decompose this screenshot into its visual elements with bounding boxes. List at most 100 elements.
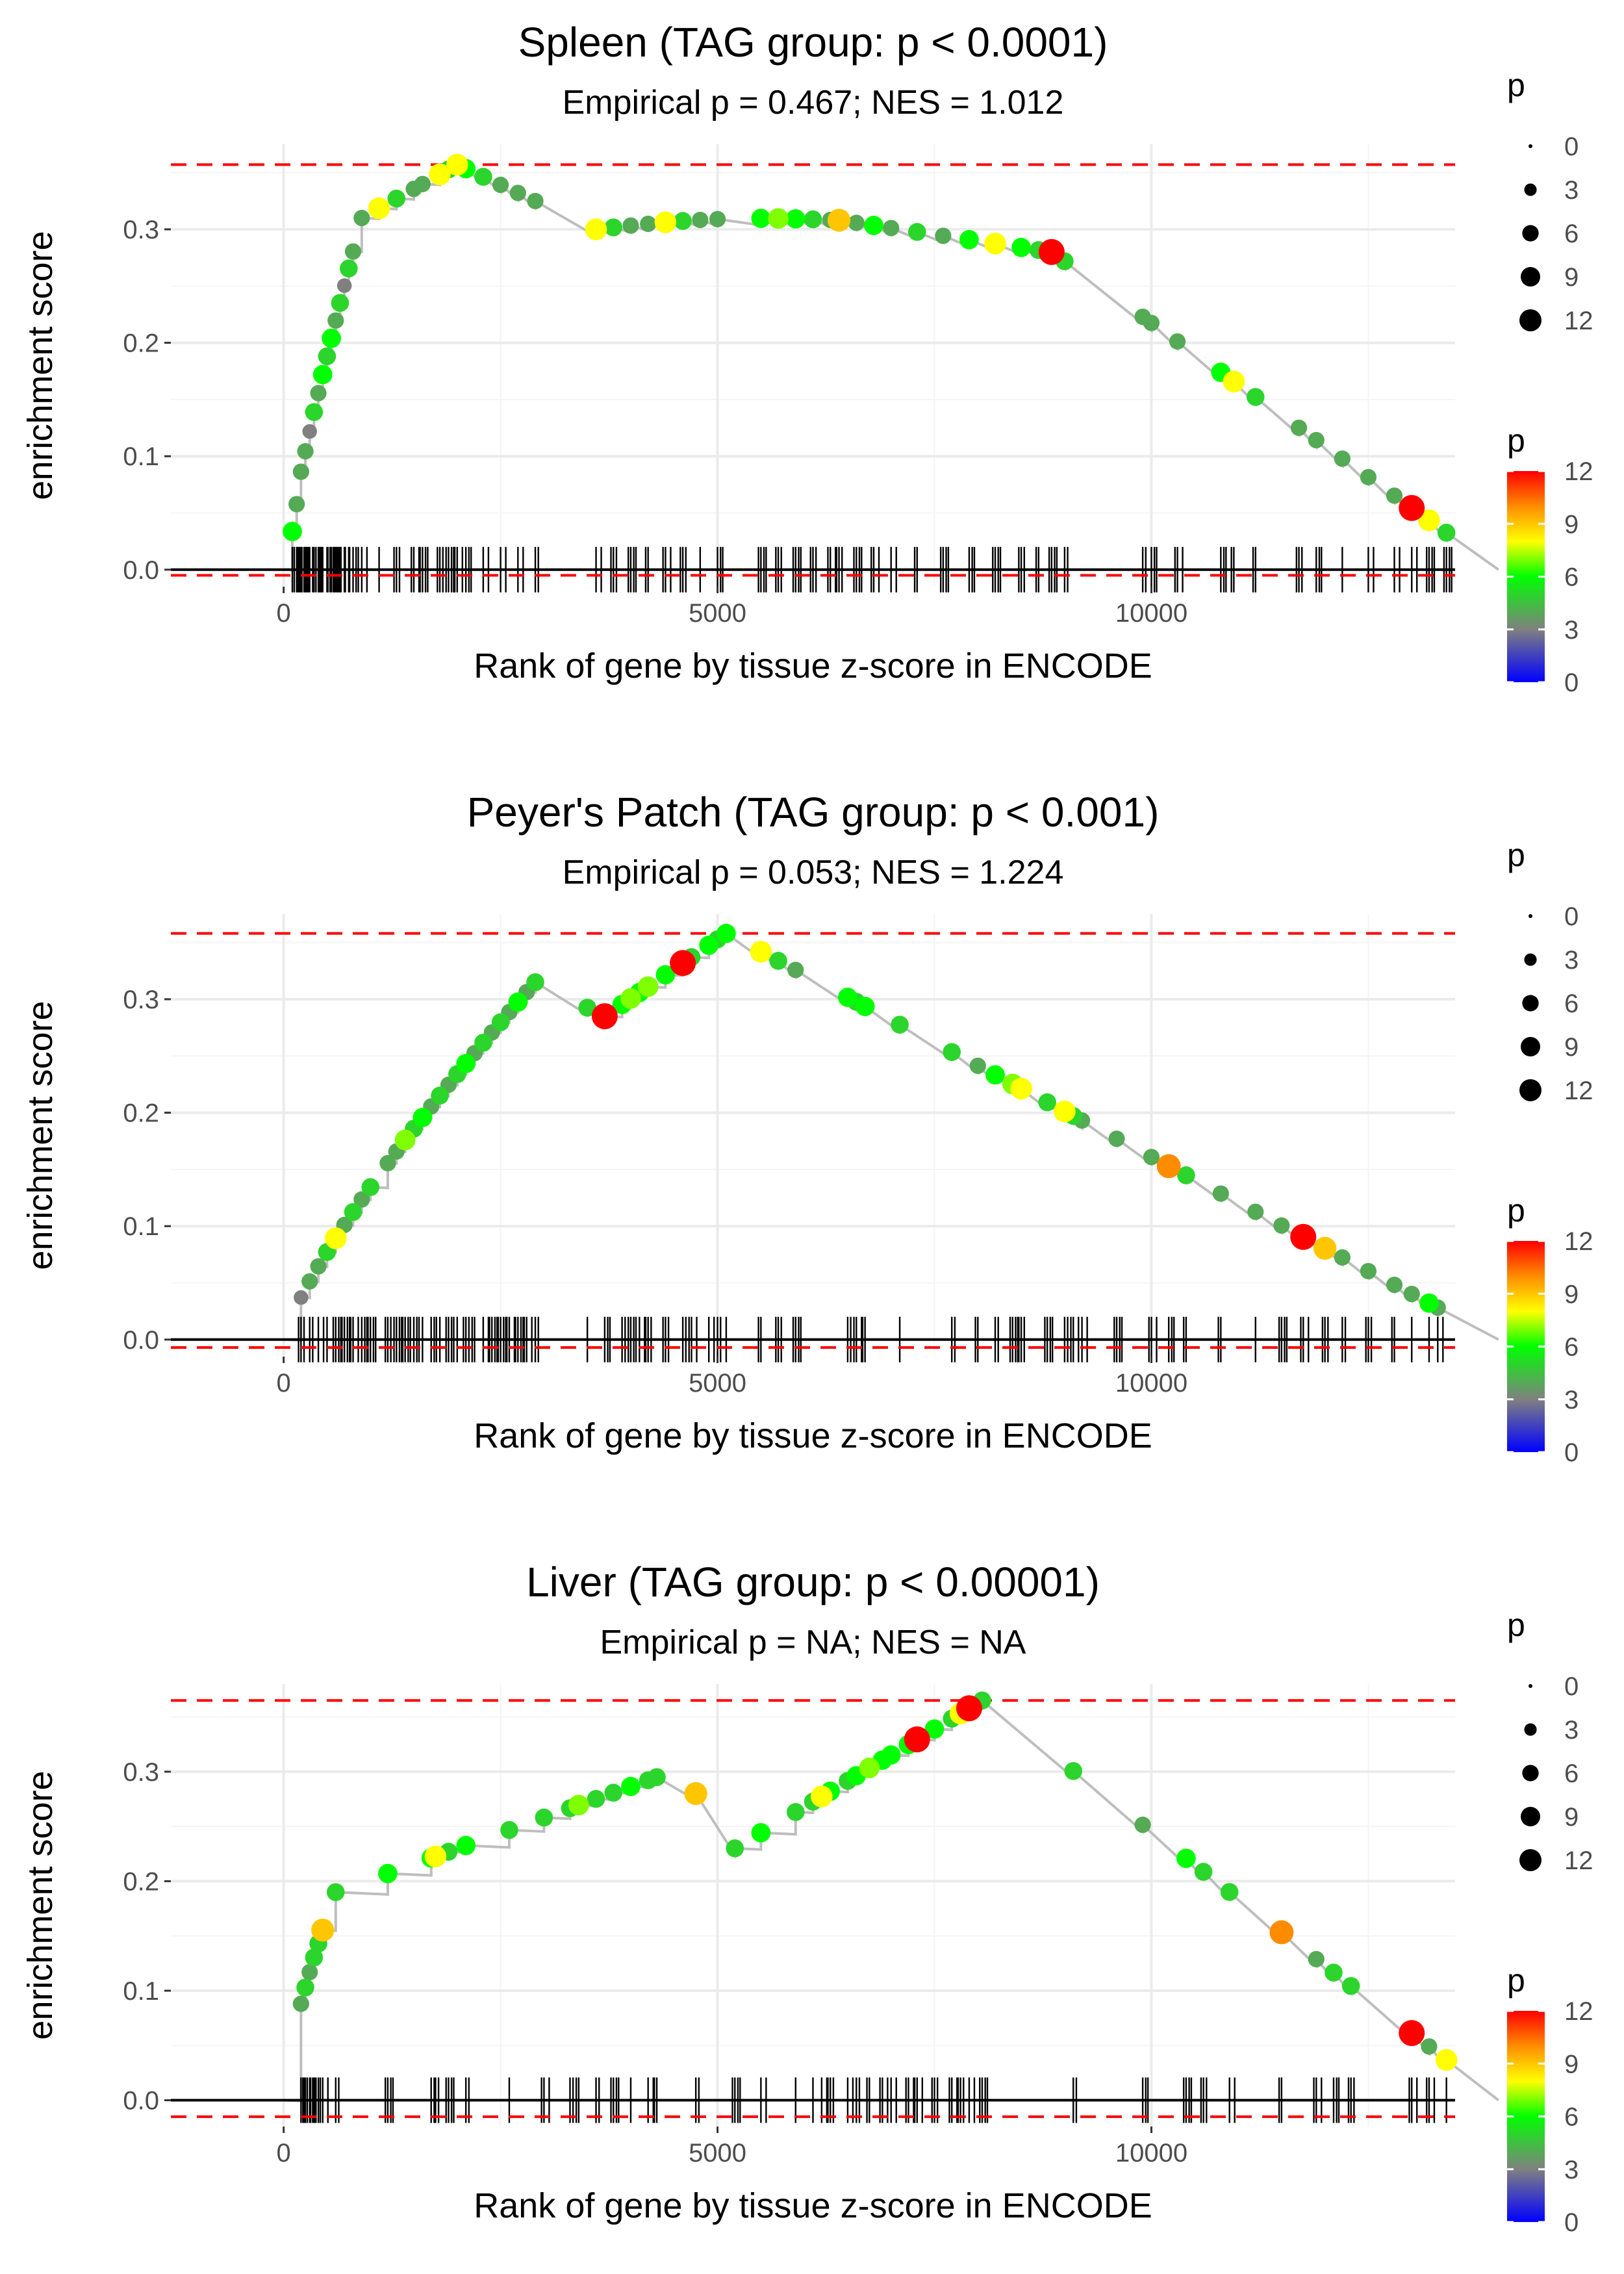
- hit-point: [1399, 2020, 1425, 2047]
- hit-point: [1156, 1154, 1181, 1179]
- hit-point: [327, 312, 344, 329]
- size-legend-label: 9: [1564, 1033, 1579, 1062]
- hit-point: [305, 1948, 324, 1967]
- size-legend-title: p: [1507, 67, 1525, 103]
- hit-point: [786, 1803, 805, 1821]
- size-legend-label: 3: [1564, 946, 1579, 975]
- x-tick-label: 5000: [689, 599, 746, 628]
- hit-point: [699, 936, 719, 955]
- y-tick-label: 0.2: [123, 1099, 159, 1128]
- hit-point: [283, 522, 302, 541]
- hit-point: [327, 1883, 345, 1902]
- hit-point: [312, 364, 333, 385]
- hit-point: [717, 923, 736, 943]
- chart-subtitle: Empirical p = NA; NES = NA: [600, 1624, 1026, 1661]
- size-legend-label: 9: [1564, 263, 1579, 292]
- color-legend-label: 3: [1564, 616, 1579, 645]
- hit-point: [1011, 238, 1031, 257]
- x-tick-label: 0: [277, 599, 291, 628]
- hit-point: [1054, 1100, 1076, 1123]
- x-tick-label: 0: [277, 2139, 291, 2167]
- color-legend-label: 0: [1564, 2208, 1579, 2237]
- hit-point: [379, 1155, 396, 1171]
- color-legend-title: p: [1507, 422, 1525, 459]
- x-axis-title: Rank of gene by tissue z-score in ENCODE: [474, 2186, 1152, 2225]
- hit-point: [297, 442, 314, 460]
- hit-point: [1360, 1262, 1377, 1280]
- y-tick-label: 0.3: [123, 986, 159, 1014]
- hit-point: [1290, 1223, 1317, 1250]
- hit-point: [848, 214, 865, 231]
- hit-point: [1273, 1217, 1290, 1234]
- hit-point: [1399, 494, 1425, 521]
- hit-point: [709, 211, 726, 227]
- hit-point: [1403, 1285, 1420, 1303]
- size-legend-label: 3: [1564, 176, 1579, 205]
- size-legend-label: 9: [1564, 1803, 1579, 1832]
- hit-point: [353, 209, 370, 227]
- hit-point: [325, 1227, 347, 1249]
- hit-point: [984, 233, 1006, 255]
- hit-point: [804, 210, 822, 229]
- hit-point: [310, 385, 327, 402]
- hit-point: [446, 153, 468, 176]
- hit-point: [1308, 1950, 1325, 1967]
- y-tick-label: 0.2: [123, 329, 159, 358]
- size-legend-key: [1522, 225, 1539, 242]
- hit-point: [1290, 419, 1308, 437]
- size-legend-key: [1522, 995, 1539, 1012]
- color-legend-label: 3: [1564, 1386, 1579, 1414]
- hit-point: [908, 223, 926, 241]
- x-tick-label: 10000: [1115, 599, 1187, 628]
- hit-point: [1269, 1920, 1294, 1945]
- y-tick-label: 0.1: [123, 1212, 159, 1241]
- hit-point: [578, 999, 596, 1017]
- chart-panel-3: 0 5000 10000 0.0 0.1 0.2 0.3 Liver (TAG group: …: [21, 1559, 1593, 2237]
- chart-panel-1: 0 5000 10000 0.0 0.1 0.2 0.3 Spleen (TAG group:…: [21, 19, 1593, 697]
- hit-point: [322, 328, 341, 348]
- hit-point: [305, 403, 324, 422]
- hit-point: [674, 212, 692, 230]
- hit-point: [648, 1768, 666, 1787]
- x-axis-title: Rank of gene by tissue z-score in ENCODE: [474, 646, 1152, 685]
- hit-point: [424, 1845, 447, 1868]
- y-tick-label: 0.0: [123, 1326, 159, 1355]
- size-legend-label: 0: [1564, 902, 1579, 931]
- hit-point: [311, 1919, 335, 1942]
- hit-point: [684, 1782, 707, 1806]
- hit-point: [1220, 1883, 1239, 1901]
- hit-point: [587, 1789, 605, 1808]
- hit-point: [1143, 314, 1160, 331]
- hit-point: [692, 211, 709, 229]
- size-legend-title: p: [1507, 1607, 1525, 1643]
- color-legend-label: 12: [1564, 1227, 1593, 1256]
- x-tick-label: 0: [277, 1369, 291, 1398]
- hit-point: [1038, 1093, 1056, 1112]
- y-axis-title: enrichment score: [21, 1770, 60, 2039]
- hit-point: [959, 230, 979, 249]
- y-tick-label: 0.2: [123, 1867, 159, 1896]
- hit-point: [1386, 487, 1403, 504]
- hit-point: [1143, 1149, 1160, 1166]
- running-es-line: [283, 930, 1499, 1342]
- size-legend-label: 3: [1564, 1716, 1579, 1744]
- hit-point: [1038, 238, 1065, 265]
- hit-point: [1247, 1203, 1264, 1220]
- size-legend-key: [1529, 144, 1532, 148]
- size-legend-key: [1524, 1723, 1537, 1736]
- hit-point: [378, 1863, 398, 1884]
- size-legend-label: 12: [1564, 1846, 1593, 1875]
- hit-point: [883, 220, 900, 236]
- color-legend-label: 3: [1564, 2156, 1579, 2184]
- chart-title: Peyer's Patch (TAG group: p < 0.001): [467, 789, 1160, 836]
- hit-point: [935, 227, 952, 244]
- hit-point: [302, 424, 317, 439]
- color-legend-title: p: [1507, 1192, 1525, 1229]
- hit-point: [526, 973, 544, 991]
- hit-point: [1341, 1976, 1360, 1995]
- hit-point: [492, 176, 509, 194]
- hit-point: [568, 1795, 589, 1816]
- hit-point: [622, 217, 639, 234]
- hit-point: [1386, 1276, 1403, 1294]
- hit-point: [509, 185, 526, 201]
